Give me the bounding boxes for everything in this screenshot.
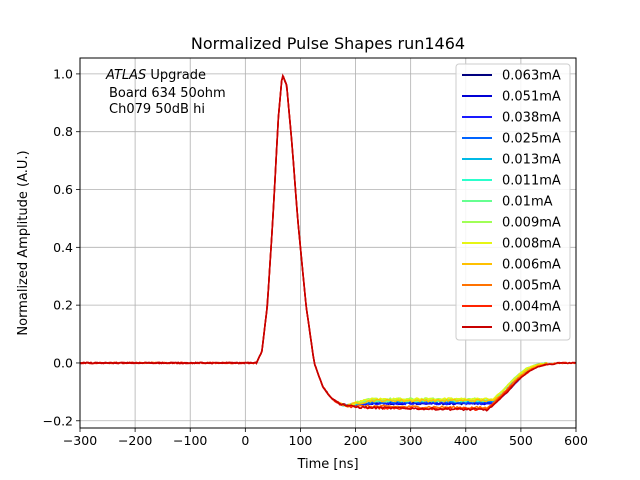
legend-label: 0.013mA [502, 153, 561, 168]
legend-entries: 0.063mA 0.051mA 0.038mA 0.025mA 0.013mA 0.011… [462, 69, 561, 336]
series-lines [79, 73, 577, 412]
annotation-line-2: Board 634 50ohm [109, 86, 226, 101]
x-tick-label: −200 [118, 433, 152, 448]
x-tick-label: 500 [509, 433, 533, 448]
legend-label: 0.063mA [502, 69, 561, 84]
x-tick-label: 600 [564, 433, 588, 448]
axis-ticks: −300 −200 −100 0 100 200 300 400 500 600 −0.2 0.0 0.… [43, 66, 588, 448]
x-tick-label: −300 [63, 433, 97, 448]
legend-label: 0.005mA [502, 279, 561, 294]
legend-label: 0.003mA [502, 321, 561, 336]
y-tick-label: 0.0 [53, 355, 73, 370]
y-tick-label: 0.8 [53, 124, 73, 139]
x-tick-label: 400 [454, 433, 478, 448]
y-tick-label: 0.2 [53, 298, 73, 313]
y-axis-label: Normalized Amplitude (A.U.) [16, 150, 31, 335]
y-tick-label: 0.4 [53, 240, 73, 255]
annotation-upgrade: Upgrade [146, 68, 206, 83]
legend-box [455, 63, 571, 341]
x-tick-label: 200 [344, 433, 368, 448]
legend-label: 0.025mA [502, 132, 561, 147]
x-tick-label: 0 [241, 433, 249, 448]
legend-label: 0.004mA [502, 300, 561, 315]
annotation-line-1: ATLAS Upgrade [105, 68, 206, 83]
legend-label: 0.008mA [502, 237, 561, 252]
plot-frame [79, 57, 577, 429]
y-tick-label: −0.2 [43, 413, 73, 428]
legend-label: 0.011mA [502, 174, 561, 189]
series-line-0.008mA [338, 362, 548, 407]
series-pulse-peak [79, 73, 342, 406]
legend-label: 0.051mA [502, 90, 561, 105]
chart-title: Normalized Pulse Shapes run1464 [191, 34, 465, 53]
legend-label: 0.01mA [502, 195, 553, 210]
legend-label: 0.038mA [502, 111, 561, 126]
annotation-atlas: ATLAS [105, 68, 146, 83]
x-tick-label: −100 [173, 433, 207, 448]
x-axis-label: Time [ns] [296, 457, 358, 472]
atlas-annotation: ATLAS Upgrade Board 634 50ohm Ch079 50dB… [105, 68, 226, 117]
x-tick-label: 300 [399, 433, 423, 448]
y-tick-label: 0.6 [53, 182, 73, 197]
legend: 0.063mA 0.051mA 0.038mA 0.025mA 0.013mA 0.011… [455, 63, 571, 341]
legend-label: 0.006mA [502, 258, 561, 273]
legend-label: 0.009mA [502, 216, 561, 231]
x-tick-label: 100 [289, 433, 313, 448]
y-tick-label: 1.0 [53, 66, 73, 81]
annotation-line-3: Ch079 50dB hi [109, 102, 205, 117]
